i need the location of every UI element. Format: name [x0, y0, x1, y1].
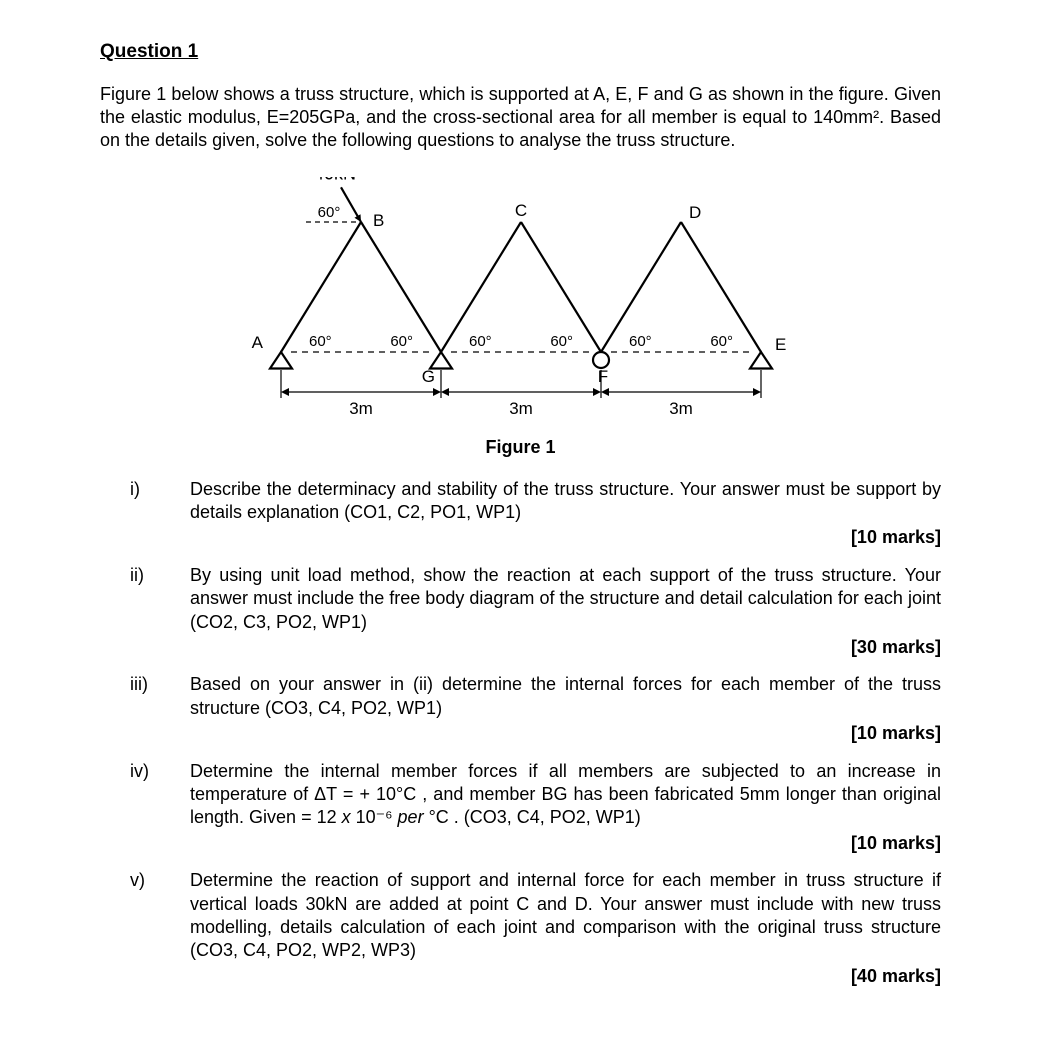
svg-text:40kN: 40kN — [313, 177, 355, 183]
svg-text:60°: 60° — [469, 333, 492, 350]
svg-text:60°: 60° — [629, 333, 652, 350]
roman-numeral: i) — [100, 478, 190, 556]
question-body: By using unit load method, show the reac… — [190, 564, 941, 666]
svg-text:B: B — [373, 211, 384, 230]
figure-caption: Figure 1 — [100, 436, 941, 459]
svg-text:60°: 60° — [317, 204, 340, 221]
question-item: ii)By using unit load method, show the r… — [100, 564, 941, 666]
question-item: i)Describe the determinacy and stability… — [100, 478, 941, 556]
svg-text:60°: 60° — [390, 333, 413, 350]
question-text: By using unit load method, show the reac… — [190, 564, 941, 634]
svg-text:60°: 60° — [309, 333, 332, 350]
question-body: Based on your answer in (ii) determine t… — [190, 673, 941, 751]
svg-text:A: A — [251, 333, 263, 352]
question-body: Describe the determinacy and stability o… — [190, 478, 941, 556]
question-list: i)Describe the determinacy and stability… — [100, 478, 941, 994]
svg-text:E: E — [775, 335, 786, 354]
svg-text:D: D — [689, 203, 701, 222]
intro-paragraph: Figure 1 below shows a truss structure, … — [100, 83, 941, 153]
svg-text:G: G — [421, 367, 434, 386]
svg-text:60°: 60° — [550, 333, 573, 350]
svg-text:60°: 60° — [710, 333, 733, 350]
question-text: Describe the determinacy and stability o… — [190, 478, 941, 525]
question-text: Determine the internal member forces if … — [190, 760, 941, 830]
svg-text:F: F — [597, 367, 607, 386]
svg-text:C: C — [514, 201, 526, 220]
svg-text:3m: 3m — [509, 399, 533, 418]
marks-label: [30 marks] — [190, 636, 941, 659]
marks-label: [10 marks] — [190, 526, 941, 549]
roman-numeral: iv) — [100, 760, 190, 862]
question-item: v)Determine the reaction of support and … — [100, 869, 941, 994]
svg-text:3m: 3m — [349, 399, 373, 418]
question-text: Determine the reaction of support and in… — [190, 869, 941, 963]
marks-label: [10 marks] — [190, 722, 941, 745]
figure-container: 40kN 60° A B C D E F G 60° 60° 60° 60° 60° 60° 3m 3m 3m — [100, 177, 941, 428]
question-body: Determine the reaction of support and in… — [190, 869, 941, 994]
question-heading: Question 1 — [100, 40, 941, 65]
question-text: Based on your answer in (ii) determine t… — [190, 673, 941, 720]
marks-label: [40 marks] — [190, 965, 941, 988]
question-item: iv)Determine the internal member forces … — [100, 760, 941, 862]
truss-diagram: 40kN 60° A B C D E F G 60° 60° 60° 60° 60° 60° 3m 3m 3m — [221, 177, 821, 422]
roman-numeral: iii) — [100, 673, 190, 751]
roman-numeral: ii) — [100, 564, 190, 666]
svg-text:3m: 3m — [669, 399, 693, 418]
question-item: iii)Based on your answer in (ii) determi… — [100, 673, 941, 751]
roman-numeral: v) — [100, 869, 190, 994]
marks-label: [10 marks] — [190, 832, 941, 855]
question-body: Determine the internal member forces if … — [190, 760, 941, 862]
